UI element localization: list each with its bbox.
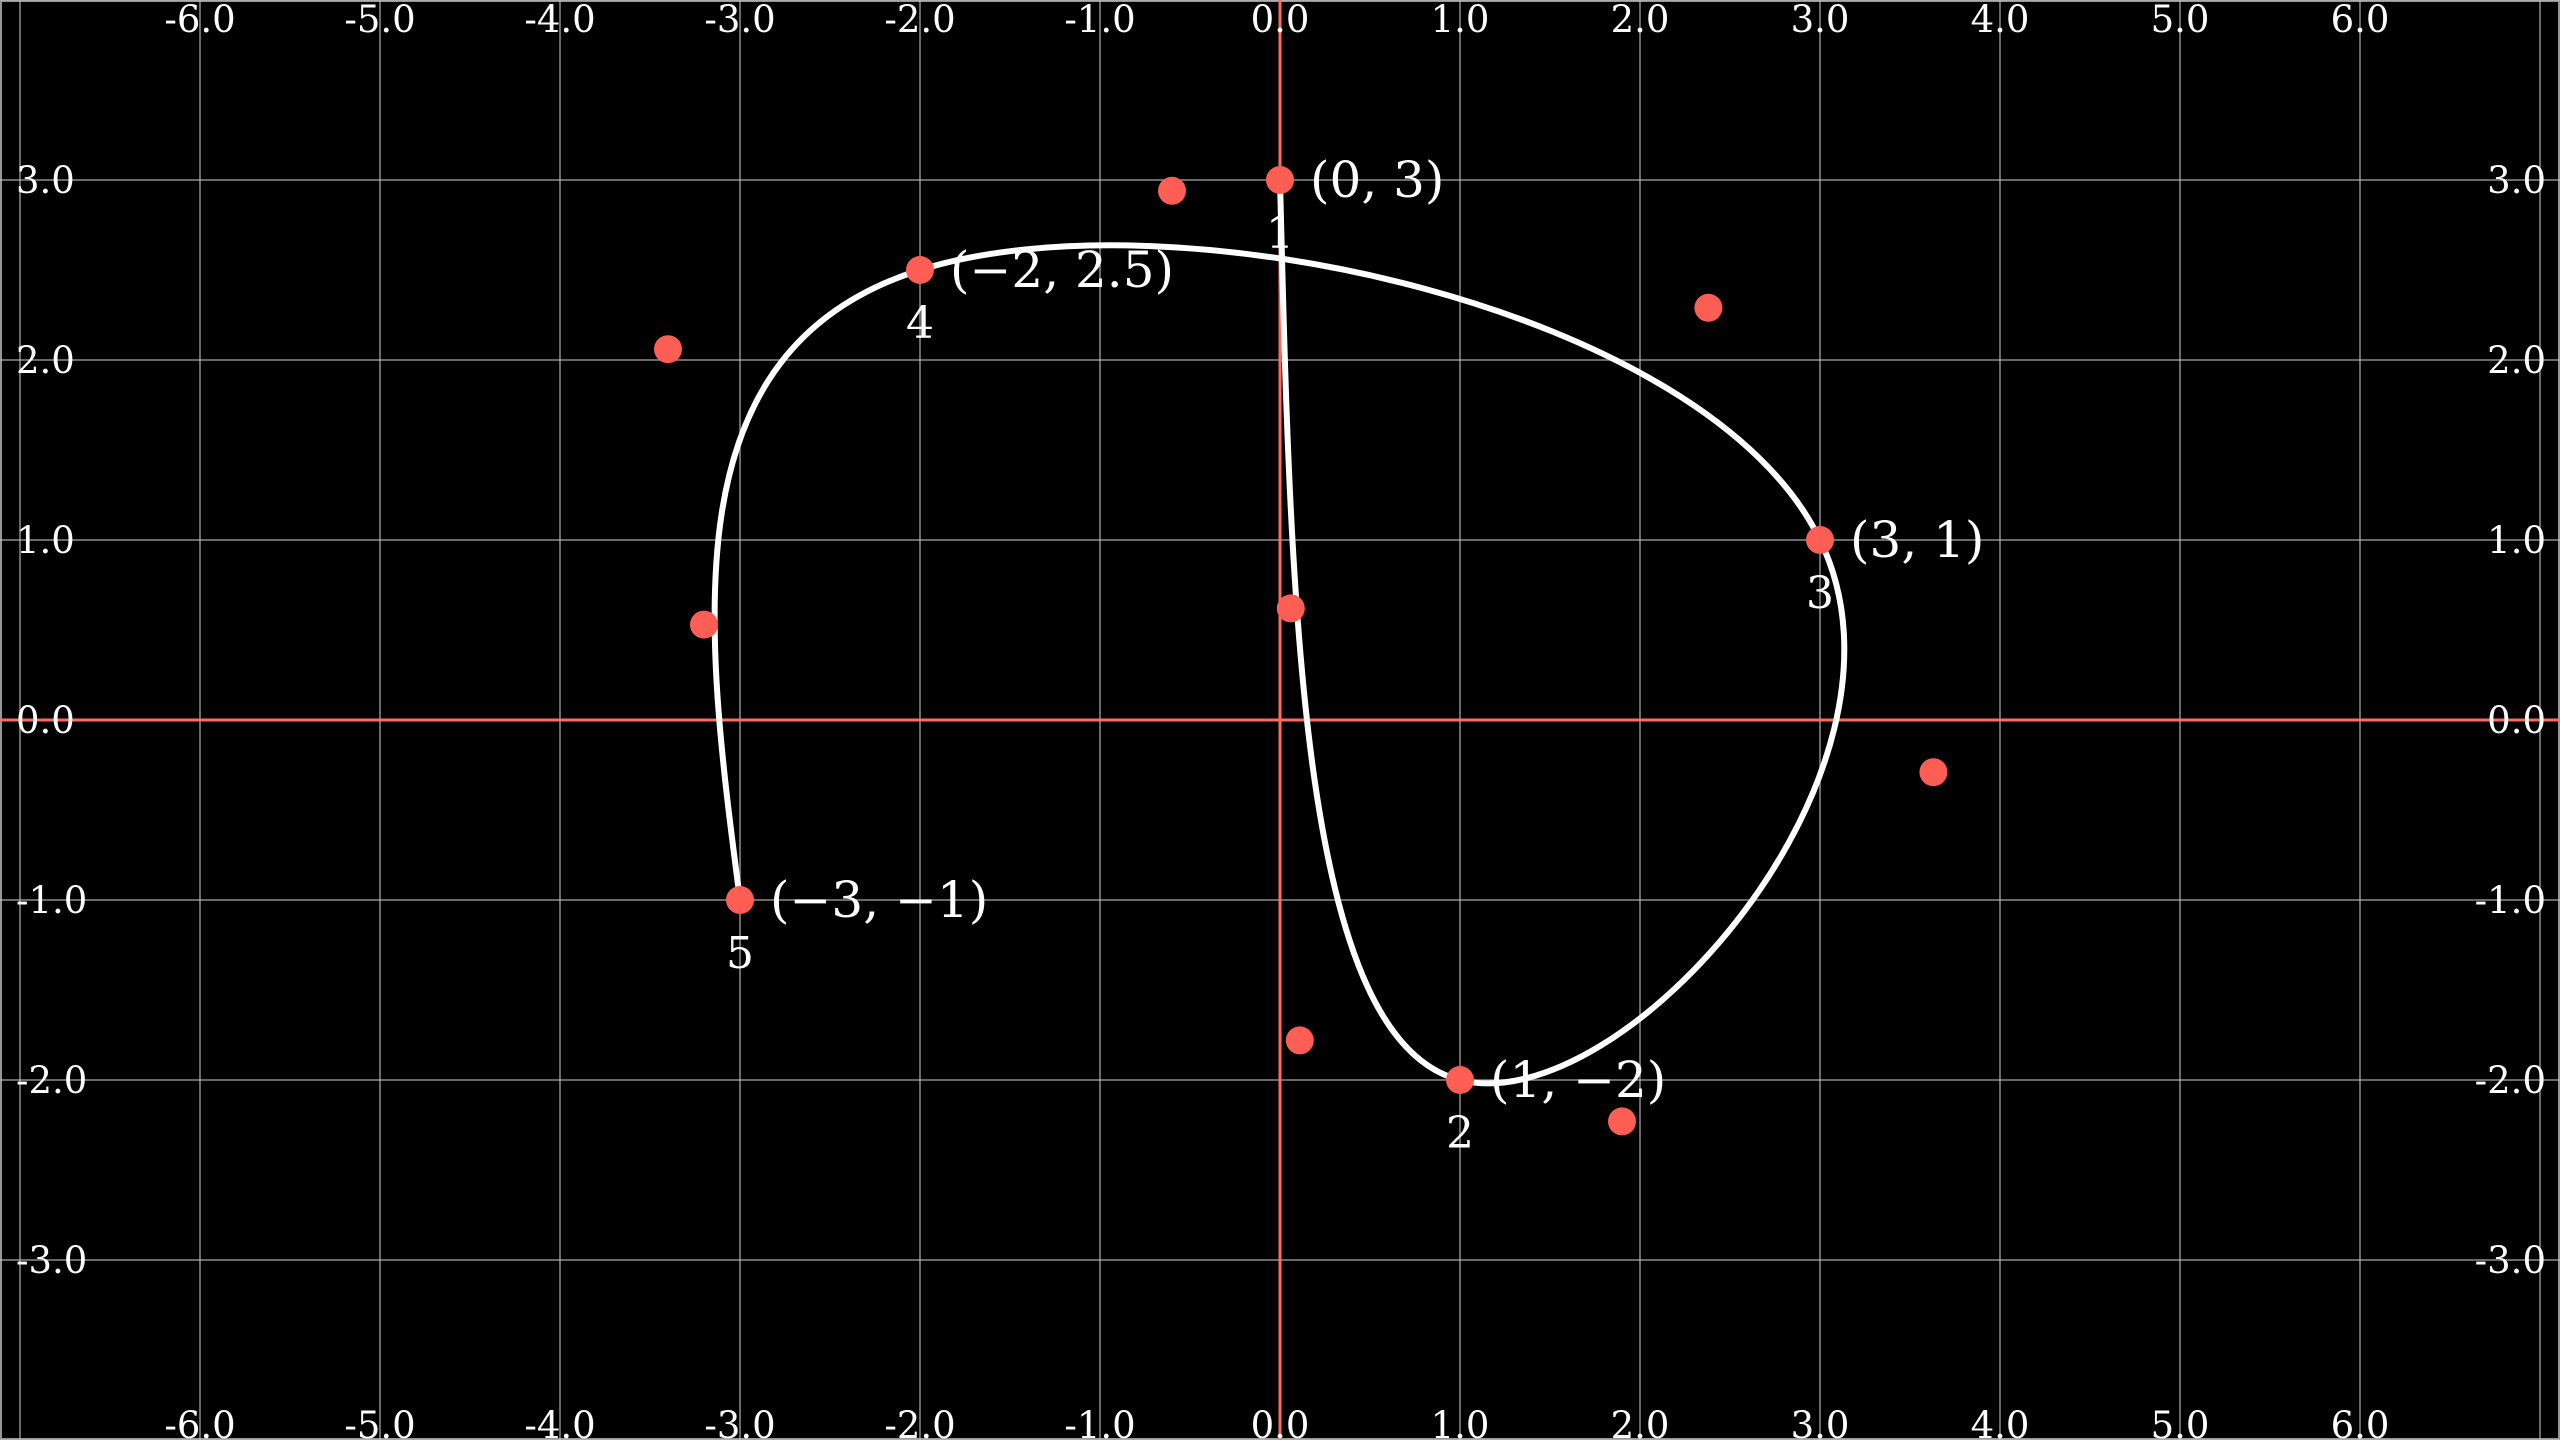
tick-labels: -6.0 -6.0 -5.0 -5.0 -4.0 -4.0 -3.0 -3.0 -2.0 -2.0…: [16, 0, 2546, 1440]
x-tick-label-bottom: 0.0: [1251, 1404, 1310, 1440]
x-tick-label-top: 3.0: [1791, 0, 1850, 41]
x-tick-label-top: -6.0: [164, 0, 235, 41]
anchor-index-label: 5: [726, 928, 754, 979]
x-tick-label-bottom: -5.0: [344, 1404, 415, 1440]
anchor-coordinate-label: (3, 1): [1850, 511, 1984, 569]
x-tick-label-bottom: 1.0: [1431, 1404, 1490, 1440]
y-tick-label-right: 0.0: [2487, 699, 2546, 742]
x-tick-label-bottom: 2.0: [1611, 1404, 1670, 1440]
y-tick-label-right: -3.0: [2475, 1239, 2546, 1282]
anchor-index-label: 3: [1806, 568, 1834, 619]
y-tick-label-left: 0.0: [16, 699, 75, 742]
x-tick-label-top: -3.0: [704, 0, 775, 41]
x-tick-label-bottom: 4.0: [1971, 1404, 2030, 1440]
x-tick-label-top: 4.0: [1971, 0, 2030, 41]
anchor-point: [1806, 526, 1834, 554]
x-tick-label-top: -5.0: [344, 0, 415, 41]
x-tick-label-top: 5.0: [2151, 0, 2210, 41]
x-tick-label-bottom: 3.0: [1791, 1404, 1850, 1440]
anchor-coordinate-label: (−3, −1): [770, 871, 988, 929]
y-tick-label-left: -1.0: [16, 879, 87, 922]
control-point: [654, 335, 682, 364]
control-point: [1285, 1026, 1314, 1055]
control-point: [1919, 758, 1948, 787]
y-tick-label-right: -1.0: [2475, 879, 2546, 922]
control-point: [690, 610, 718, 639]
x-tick-label-bottom: -6.0: [164, 1404, 235, 1440]
control-point: [1694, 293, 1723, 322]
control-point: [1608, 1107, 1636, 1136]
x-tick-label-top: 1.0: [1431, 0, 1490, 41]
x-tick-label-top: -1.0: [1064, 0, 1135, 41]
y-tick-label-left: 2.0: [16, 339, 75, 382]
anchor-index-label: 2: [1446, 1108, 1474, 1159]
control-point: [1158, 176, 1186, 205]
x-tick-label-top: -2.0: [884, 0, 955, 41]
anchor-index-label: 4: [906, 298, 934, 349]
control-point: [1276, 594, 1305, 623]
anchor-point: [1446, 1066, 1474, 1094]
x-tick-label-top: 2.0: [1611, 0, 1670, 41]
anchor-coordinate-label: (1, −2): [1490, 1051, 1666, 1109]
anchor-point: [1266, 166, 1294, 194]
x-tick-label-top: 6.0: [2331, 0, 2390, 41]
y-tick-label-left: 1.0: [16, 519, 75, 562]
x-tick-label-bottom: -3.0: [704, 1404, 775, 1440]
y-tick-label-right: 2.0: [2487, 339, 2546, 382]
y-tick-label-right: 1.0: [2487, 519, 2546, 562]
y-tick-label-right: 3.0: [2487, 159, 2546, 202]
x-tick-label-bottom: 5.0: [2151, 1404, 2210, 1440]
x-tick-label-bottom: 6.0: [2331, 1404, 2390, 1440]
anchor-coordinate-label: (0, 3): [1310, 151, 1444, 209]
y-tick-label-left: -3.0: [16, 1239, 87, 1282]
anchor-index-label: 1: [1266, 208, 1294, 259]
y-tick-label-left: -2.0: [16, 1059, 87, 1102]
y-tick-label-left: 3.0: [16, 159, 75, 202]
x-tick-label-top: 0.0: [1251, 0, 1310, 41]
anchor-point: [906, 256, 934, 284]
x-tick-label-bottom: -2.0: [884, 1404, 955, 1440]
y-tick-label-right: -2.0: [2475, 1059, 2546, 1102]
anchor-coordinate-label: (−2, 2.5): [950, 241, 1174, 299]
points: [654, 166, 1948, 1136]
x-tick-label-bottom: -1.0: [1064, 1404, 1135, 1440]
anchor-point: [726, 886, 754, 914]
x-tick-label-top: -4.0: [524, 0, 595, 41]
point-labels: (0, 3) 1 (1, −2) 2 (3, 1) 3 (−2, 2.5) 4 (−3, −1)…: [726, 151, 1984, 1159]
x-tick-label-bottom: -4.0: [524, 1404, 595, 1440]
